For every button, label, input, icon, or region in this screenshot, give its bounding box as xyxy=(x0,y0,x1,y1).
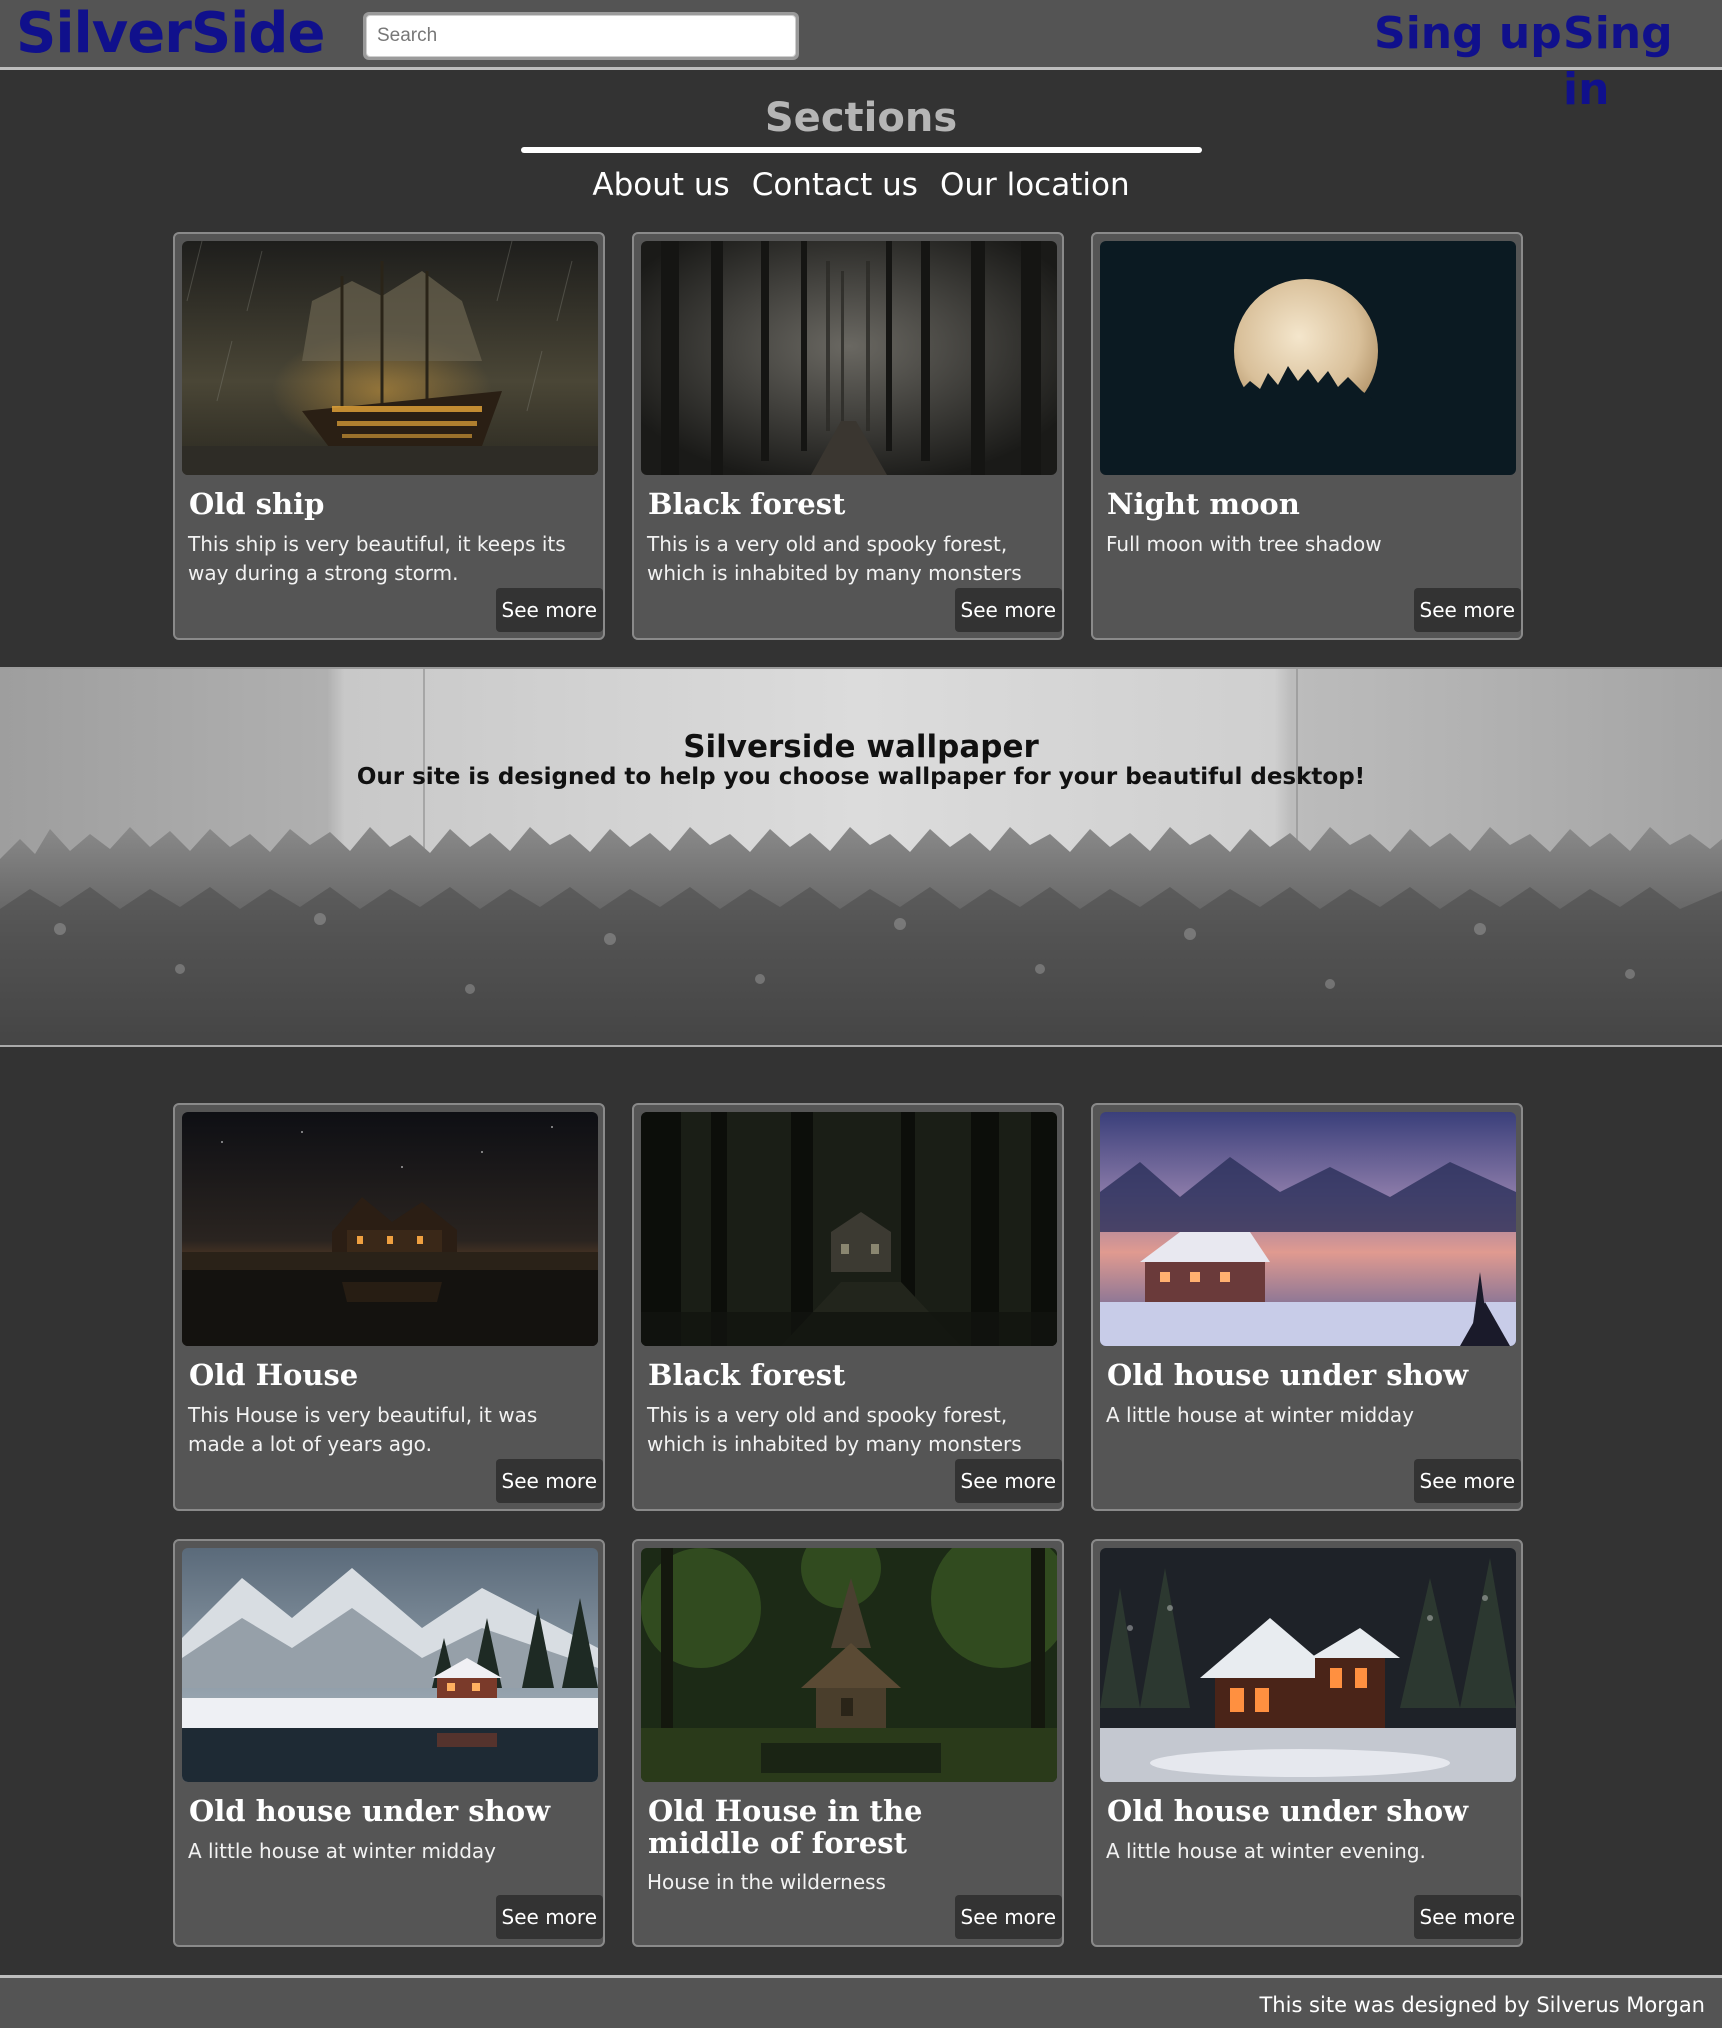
sign-up-link[interactable]: Sing up xyxy=(1374,8,1562,59)
card-old-ship: Old ship This ship is very beautiful, it… xyxy=(173,232,605,640)
sections-divider xyxy=(521,147,1202,153)
card-description: This is a very old and spooky forest, wh… xyxy=(647,1403,1022,1456)
card-description: This House is very beautiful, it was mad… xyxy=(188,1403,538,1456)
card-image[interactable] xyxy=(641,241,1057,475)
card-title: Old House xyxy=(189,1358,359,1392)
card-title: Old house under show xyxy=(1107,1794,1469,1828)
top-header: SilverSide Sing up Sing in xyxy=(0,0,1722,115)
card-title: Old ship xyxy=(189,487,325,521)
banner-forest-image xyxy=(0,669,1722,1045)
nav-about-us[interactable]: About us xyxy=(592,167,730,203)
see-more-button[interactable]: See more xyxy=(495,1895,603,1939)
banner-subtitle: Our site is designed to help you choose … xyxy=(356,764,1366,790)
see-more-button[interactable]: See more xyxy=(1413,588,1521,632)
banner-title: Silverside wallpaper xyxy=(683,729,1039,765)
card-night-moon: Night moon Full moon with tree shadow Se… xyxy=(1091,232,1523,640)
card-title: Black forest xyxy=(648,487,846,521)
see-more-button[interactable]: See more xyxy=(1413,1895,1521,1939)
card-old-house-in-forest: Old House in the middle of forest House … xyxy=(632,1539,1064,1947)
card-image[interactable] xyxy=(641,1548,1057,1782)
card-title: Night moon xyxy=(1107,487,1300,521)
card-description: This is a very old and spooky forest, wh… xyxy=(647,532,1022,585)
wallpaper-banner: Silverside wallpaper Our site is designe… xyxy=(0,667,1722,1047)
card-title: Old house under show xyxy=(1107,1358,1469,1392)
card-black-forest-2: Black forest This is a very old and spoo… xyxy=(632,1103,1064,1511)
nav-our-location[interactable]: Our location xyxy=(939,167,1130,203)
card-title: Old House in the middle of forest xyxy=(648,1794,923,1860)
sections-nav: About us Contact us Our location xyxy=(0,162,1722,208)
search-box xyxy=(363,12,799,60)
card-old-house: Old House This House is very beautiful, … xyxy=(173,1103,605,1511)
card-image[interactable] xyxy=(182,241,598,475)
card-image[interactable] xyxy=(1100,241,1516,475)
card-description: A little house at winter midday xyxy=(188,1839,497,1863)
card-description: A little house at winter midday xyxy=(1106,1403,1415,1427)
card-title: Black forest xyxy=(648,1358,846,1392)
card-description: A little house at winter evening. xyxy=(1106,1839,1426,1863)
card-image[interactable] xyxy=(182,1112,598,1346)
card-image[interactable] xyxy=(182,1548,598,1782)
card-image[interactable] xyxy=(1100,1548,1516,1782)
footer-credit: This site was designed by Silverus Morga… xyxy=(1259,1993,1705,2017)
site-logo[interactable]: SilverSide xyxy=(16,1,325,66)
see-more-button[interactable]: See more xyxy=(495,1459,603,1503)
see-more-button[interactable]: See more xyxy=(495,588,603,632)
card-old-house-under-show-3: Old house under show A little house at w… xyxy=(1091,1539,1523,1947)
card-image[interactable] xyxy=(1100,1112,1516,1346)
card-black-forest: Black forest This is a very old and spoo… xyxy=(632,232,1064,640)
see-more-button[interactable]: See more xyxy=(954,1459,1062,1503)
search-input[interactable] xyxy=(366,15,796,57)
card-image[interactable] xyxy=(641,1112,1057,1346)
card-title: Old house under show xyxy=(189,1794,551,1828)
nav-contact-us[interactable]: Contact us xyxy=(751,167,918,203)
sign-in-link[interactable]: Sing in xyxy=(1563,8,1673,115)
see-more-button[interactable]: See more xyxy=(1413,1459,1521,1503)
card-old-house-under-show-1: Old house under show A little house at w… xyxy=(1091,1103,1523,1511)
card-old-house-under-show-2: Old house under show A little house at w… xyxy=(173,1539,605,1947)
see-more-button[interactable]: See more xyxy=(954,1895,1062,1939)
sections-title: Sections xyxy=(764,95,958,141)
page-footer: This site was designed by Silverus Morga… xyxy=(0,1975,1722,2028)
card-description: House in the wilderness xyxy=(647,1870,886,1894)
card-description: Full moon with tree shadow xyxy=(1106,532,1382,556)
card-description: This ship is very beautiful, it keeps it… xyxy=(188,532,566,585)
see-more-button[interactable]: See more xyxy=(954,588,1062,632)
